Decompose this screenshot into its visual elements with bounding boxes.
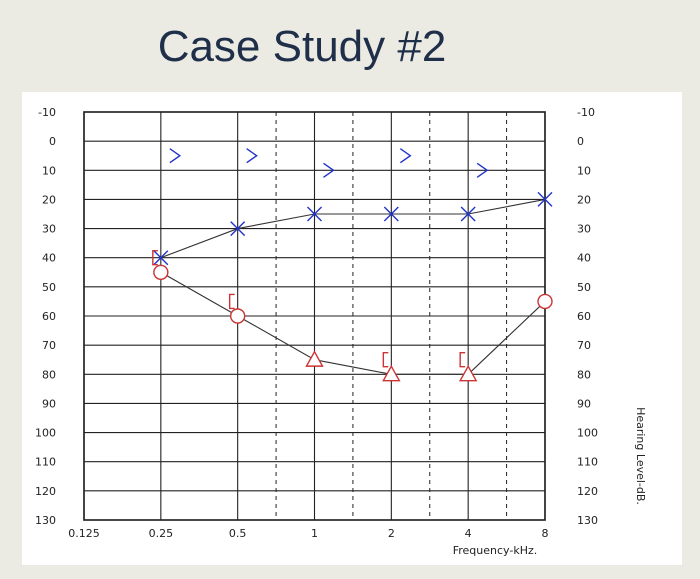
audiogram-panel: -10 -10 0 0 10 10 20 20 30 30 40 40 50 50 60 60 70 70 80 80…: [22, 92, 682, 565]
y-tick-label-right: 70: [577, 339, 591, 352]
y-tick-label-left: 60: [42, 310, 56, 323]
left-ear-air-line: [160, 198, 546, 259]
bone-conduction-marker: [169, 148, 182, 164]
masked-bone-marker: [228, 293, 235, 310]
bone-conduction-marker: [476, 162, 489, 178]
circle-marker: [153, 264, 169, 280]
y-tick-label-left: 20: [42, 193, 56, 206]
cross-marker: [307, 206, 322, 222]
y-tick-label-left: 110: [35, 456, 56, 469]
slide-title: Case Study #2: [157, 22, 447, 71]
x-tick-label: 4: [465, 527, 472, 540]
masked-bone-marker: [459, 352, 466, 368]
triangle-marker: [305, 350, 324, 367]
x-tick-label: 0.125: [68, 527, 100, 540]
y-tick-label-right: 100: [577, 427, 598, 440]
y-tick-label-right: 50: [577, 281, 591, 294]
x-tick-label: 0.25: [149, 527, 174, 540]
cross-marker: [460, 206, 476, 222]
masked-bone-marker: [152, 250, 158, 266]
y-tick-label-left: 70: [42, 339, 56, 352]
y-tick-label-right: 60: [577, 310, 591, 323]
y-tick-label-right: 80: [577, 368, 591, 381]
y-tick-label-left: 30: [42, 223, 56, 236]
y-tick-label-right: 30: [577, 223, 591, 236]
y-tick-label-left: 80: [42, 368, 56, 381]
y-tick-label-right: 0: [577, 135, 584, 148]
y-tick-label-left: 50: [42, 281, 56, 294]
triangle-marker: [382, 364, 401, 382]
masked-bone-marker: [382, 352, 389, 368]
y-axis-label: Hearing Level-dB.: [634, 407, 647, 505]
y-tick-label-right: -10: [577, 106, 595, 119]
cross-marker: [230, 221, 246, 237]
y-tick-label-right: 90: [577, 397, 591, 410]
right-ear-line: [160, 271, 546, 375]
x-tick-label: 0.5: [229, 527, 247, 540]
y-tick-label-left: 120: [35, 485, 56, 498]
cross-marker: [153, 250, 169, 266]
bone-conduction-marker: [323, 162, 335, 178]
y-tick-label-right: 40: [577, 252, 591, 265]
y-tick-label-left: 0: [49, 135, 56, 148]
y-tick-label-left: 90: [42, 397, 56, 410]
x-axis-label: Frequency-kHz.: [453, 544, 538, 557]
cross-marker: [383, 206, 399, 222]
circle-marker: [537, 293, 553, 310]
x-tick-label: 1: [311, 527, 318, 540]
y-tick-label-left: 10: [42, 164, 56, 177]
y-tick-label-left: 100: [35, 427, 56, 440]
bone-conduction-marker: [246, 148, 258, 164]
y-tick-label-right: 10: [577, 164, 591, 177]
triangle-marker: [458, 364, 478, 382]
cross-marker: [537, 191, 553, 207]
y-tick-label-right: 130: [577, 514, 598, 527]
y-tick-label-left: 130: [35, 514, 56, 527]
y-tick-label-right: 20: [577, 193, 591, 206]
y-tick-label-left: -10: [38, 106, 56, 119]
y-tick-label-right: 120: [577, 485, 598, 498]
y-tick-label-left: 40: [42, 252, 56, 265]
x-tick-label: 2: [388, 527, 395, 540]
circle-marker: [229, 308, 246, 324]
y-tick-label-right: 110: [577, 456, 598, 469]
bone-conduction-marker: [399, 148, 412, 164]
x-tick-label: 8: [542, 527, 549, 540]
